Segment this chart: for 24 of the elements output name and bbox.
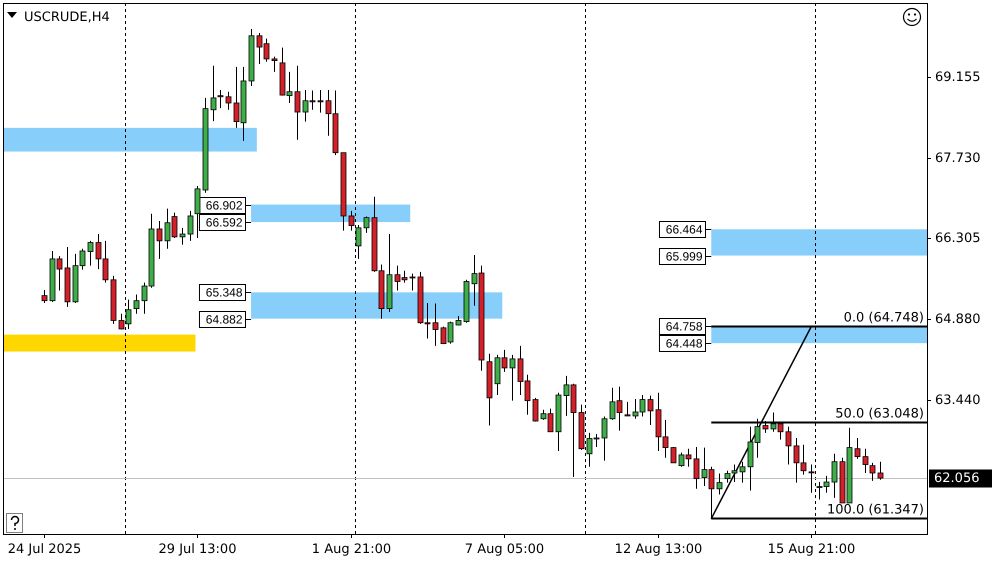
y-tick-label: 64.880 <box>935 312 980 327</box>
ref-line-label: 50.0 (63.048) <box>835 406 924 422</box>
ref-line-label: 100.0 (61.347) <box>827 502 924 518</box>
y-tick-label: 67.730 <box>935 151 980 166</box>
ref-line-label: 62.056 <box>934 471 980 486</box>
text: USCRUDE,H4 <box>24 10 110 25</box>
annotation: 64.882 <box>206 312 243 326</box>
ref-line-label: 0.0 (64.748) <box>844 310 924 326</box>
y-tick-label: 66.305 <box>935 231 980 246</box>
x-tick-label: 24 Jul 2025 <box>8 542 82 557</box>
y-tick-label: 63.440 <box>935 393 980 408</box>
annotation: 65.348 <box>206 286 243 300</box>
annotation: 65.999 <box>666 250 703 264</box>
annotation: 66.902 <box>206 198 243 212</box>
x-tick-label: 15 Aug 21:00 <box>768 542 856 557</box>
x-tick-label: 1 Aug 21:00 <box>312 542 392 557</box>
annotation: 66.592 <box>206 216 243 230</box>
x-tick-label: 29 Jul 13:00 <box>158 542 236 557</box>
annotation: 64.448 <box>666 336 703 350</box>
y-tick-label: 69.155 <box>935 70 980 85</box>
x-tick-label: 12 Aug 13:00 <box>614 542 702 557</box>
annotation: 66.464 <box>666 222 703 236</box>
x-tick-label: 7 Aug 05:00 <box>464 542 544 557</box>
annotation: 64.758 <box>666 320 703 334</box>
